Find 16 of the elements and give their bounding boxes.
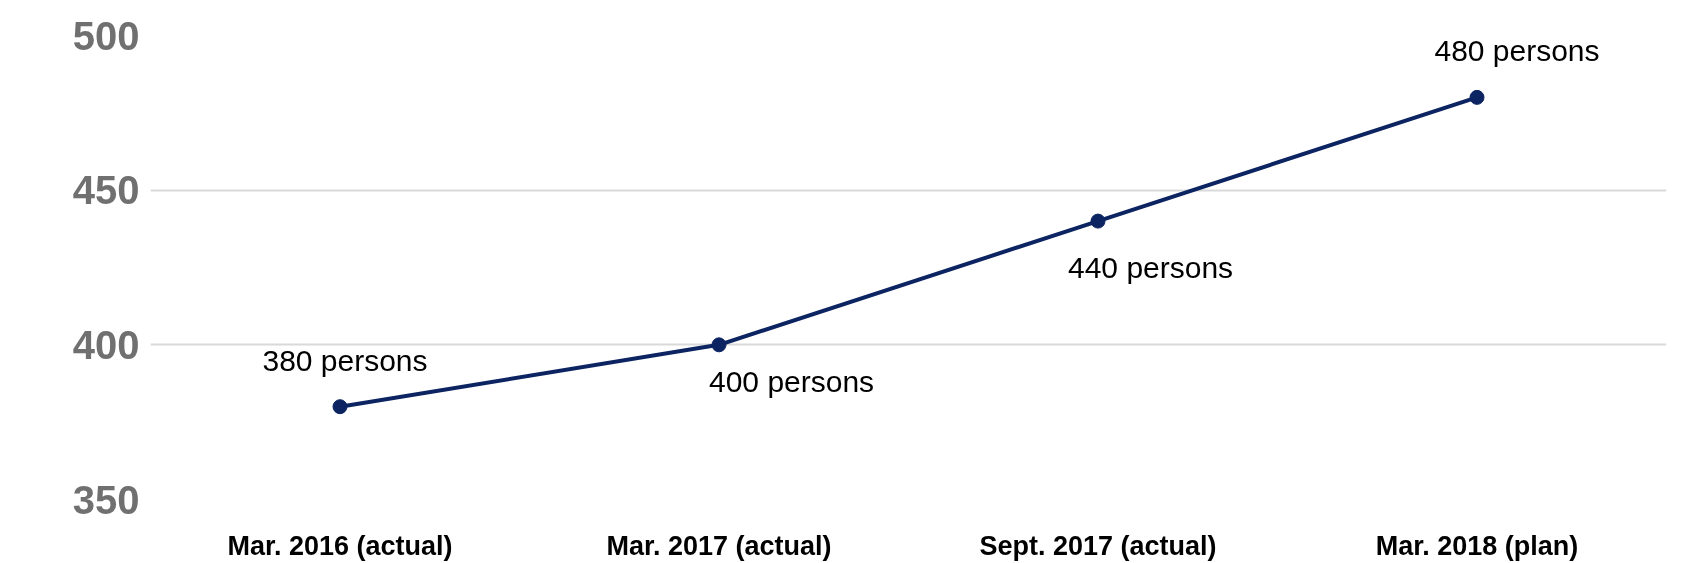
text: 400 persons xyxy=(709,364,875,398)
x-tick-label: Mar. 2016 (actual) xyxy=(227,530,453,561)
point xyxy=(1469,89,1485,105)
point xyxy=(1090,213,1106,229)
x-tick-label: Mar. 2018 (plan) xyxy=(1375,530,1579,561)
point xyxy=(711,337,727,353)
x-tick-label: Sept. 2017 (actual) xyxy=(979,530,1217,561)
y-tick-label: 350 xyxy=(72,477,140,522)
y-tick-label: 450 xyxy=(72,168,140,213)
text: 380 persons xyxy=(262,343,428,377)
x-tick-label: Mar. 2017 (actual) xyxy=(606,530,832,561)
text: 440 persons xyxy=(1068,251,1234,285)
y-tick-label: 400 xyxy=(72,322,140,367)
point xyxy=(332,399,348,415)
text: 480 persons xyxy=(1434,34,1600,68)
y-tick-label: 500 xyxy=(72,13,140,58)
